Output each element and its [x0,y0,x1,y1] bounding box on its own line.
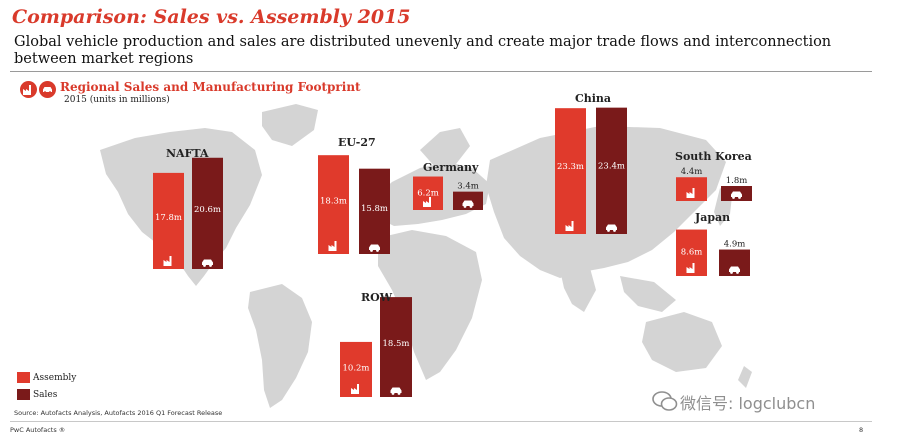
region-label-china: China [575,92,612,105]
slide-title: Comparison: Sales vs. Assembly 2015 [12,6,411,28]
source-note: Source: Autofacts Analysis, Autofacts 20… [14,409,223,417]
factory-icon-row [351,384,359,394]
factory-icon-south-korea [686,188,695,198]
map-new-zealand [738,366,752,388]
slide-subtitle: Global vehicle production and sales are … [14,34,832,67]
bar-japan-assembly [676,229,707,276]
bar-label-china-sales: 23.4m [598,162,625,172]
bar-eu-27-assembly [318,155,349,254]
chart-subtitle: 2015 (units in millions) [64,95,170,105]
region-label-south-korea: South Korea [675,150,752,163]
car-icon-row [390,387,402,395]
map-greenland [262,104,318,146]
legend-sales-label: Sales [33,390,58,400]
bar-nafta-sales [192,157,223,269]
watermark: 微信号: logclubcn [652,390,815,414]
page-number: 8 [859,426,864,434]
factory-icon-eu-27 [328,241,337,251]
bar-eu-27-sales [359,168,390,254]
factory-icon-japan [686,263,695,273]
bar-label-china-assembly: 23.3m [557,162,584,172]
bar-label-eu-27-assembly: 18.3m [320,197,347,207]
bar-label-japan-assembly: 8.6m [681,247,703,257]
map-scandinavia [420,128,470,168]
bar-label-row-sales: 18.5m [383,339,410,349]
car-badge-icon [39,81,56,98]
region-label-row: ROW [361,291,393,304]
bar-china-assembly [555,108,586,234]
map-india [560,268,596,312]
wechat-logo-icon [652,391,678,411]
region-label-germany: Germany [423,161,479,174]
car-icon-nafta [202,259,213,267]
watermark-text: 微信号: logclubcn [680,394,816,413]
car-icon-japan [729,266,740,274]
chart-title: Regional Sales and Manufacturing Footpri… [60,80,361,94]
bar-china-sales [596,107,627,234]
bar-label-south-korea-assembly: 4.4m [681,167,703,177]
region-label-nafta: NAFTA [166,147,209,160]
bar-row-sales [380,297,412,397]
region-label-japan: Japan [695,211,731,224]
bar-label-eu-27-sales: 15.8m [361,204,388,214]
map-australia [642,312,722,372]
factory-icon-china [565,221,574,231]
map-south-america [248,284,312,408]
bar-label-south-korea-sales: 1.8m [726,176,748,186]
factory-badge-icon [20,81,37,98]
footer-text: PwC Autofacts ® [10,426,66,434]
bar-row-assembly [340,341,372,397]
car-icon-germany [462,200,474,208]
bar-label-row-assembly: 10.2m [343,364,370,374]
bar-japan-sales [719,249,750,276]
factory-icon-nafta [163,256,172,266]
bar-nafta-assembly [153,172,184,269]
car-icon-eu-27 [369,244,380,252]
bar-label-nafta-sales: 20.6m [194,205,221,215]
footer-divider [10,421,872,422]
title-divider [10,71,872,72]
bar-label-germany-assembly: 6.2m [417,189,439,199]
map-southeast-asia [620,276,676,312]
legend-assembly-label: Assembly [33,373,77,383]
map-africa [378,230,482,380]
legend-assembly-swatch [17,372,30,383]
bar-label-germany-sales: 3.4m [457,182,479,192]
bar-label-nafta-assembly: 17.8m [155,213,182,223]
region-label-eu-27: EU-27 [338,136,376,149]
car-icon-china [606,224,617,232]
car-icon-south-korea [731,191,742,199]
factory-icon-germany [423,197,431,207]
legend-sales-swatch [17,389,30,400]
bar-label-japan-sales: 4.9m [724,240,746,250]
bar-south-korea-assembly [676,177,707,201]
